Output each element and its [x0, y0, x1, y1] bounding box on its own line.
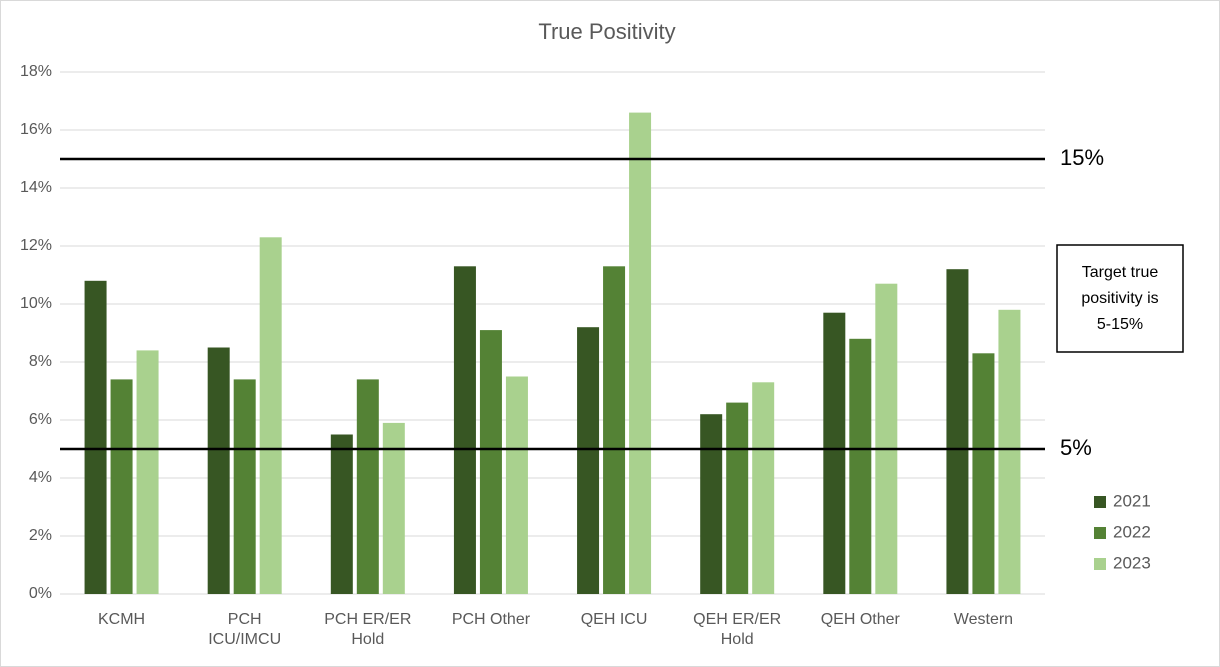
annotation-box	[1056, 244, 1184, 353]
bar	[382, 422, 405, 594]
bar	[700, 414, 723, 594]
bar	[110, 379, 133, 594]
bar	[752, 382, 775, 594]
bar	[972, 353, 995, 594]
y-tick-label: 12%	[20, 237, 52, 254]
x-tick-label: PCH Other	[451, 611, 531, 628]
legend-swatch	[1094, 558, 1106, 570]
chart-title: True Positivity	[538, 19, 675, 44]
bar	[330, 434, 353, 594]
bar	[207, 347, 230, 594]
annotation-text: 5-15%	[1097, 316, 1143, 333]
bar	[629, 112, 652, 594]
x-tick-label: PCH ER/ER Hold	[324, 611, 412, 648]
bar	[136, 350, 159, 594]
legend-label: 2023	[1113, 553, 1151, 572]
y-tick-label: 10%	[20, 295, 52, 312]
reference-label: 5%	[1060, 435, 1092, 460]
x-tick-label: QEH ICU	[580, 611, 648, 628]
bar	[875, 283, 898, 594]
bar	[233, 379, 256, 594]
y-tick-label: 0%	[29, 585, 52, 602]
y-tick-label: 14%	[20, 179, 52, 196]
reference-label: 15%	[1060, 145, 1104, 170]
x-tick-label: KCMH	[98, 611, 146, 628]
legend-label: 2021	[1113, 491, 1151, 510]
y-tick-label: 16%	[20, 121, 52, 138]
x-tick-label: QEH ER/ER Hold	[693, 611, 782, 648]
bar	[823, 312, 846, 594]
bar	[356, 379, 379, 594]
y-tick-label: 18%	[20, 63, 52, 80]
bar	[946, 269, 969, 594]
y-tick-label: 4%	[29, 469, 52, 486]
bar	[479, 330, 502, 594]
bar	[726, 402, 749, 594]
bar	[603, 266, 626, 594]
x-tick-label: PCH ICU/IMCU	[208, 611, 282, 648]
annotation-text: positivity is	[1081, 290, 1158, 307]
bar	[84, 280, 107, 594]
x-tick-label: Western	[953, 611, 1014, 628]
bar	[998, 309, 1021, 594]
legend-swatch	[1094, 527, 1106, 539]
y-tick-label: 2%	[29, 527, 52, 544]
bar	[849, 338, 872, 594]
bar	[577, 327, 600, 594]
y-tick-label: 8%	[29, 353, 52, 370]
x-tick-label: QEH Other	[820, 611, 900, 628]
y-tick-label: 6%	[29, 411, 52, 428]
bar	[453, 266, 476, 594]
bar	[505, 376, 528, 594]
legend-swatch	[1094, 496, 1106, 508]
bar	[259, 237, 282, 595]
legend-label: 2022	[1113, 522, 1151, 541]
annotation-text: Target true	[1082, 264, 1159, 281]
